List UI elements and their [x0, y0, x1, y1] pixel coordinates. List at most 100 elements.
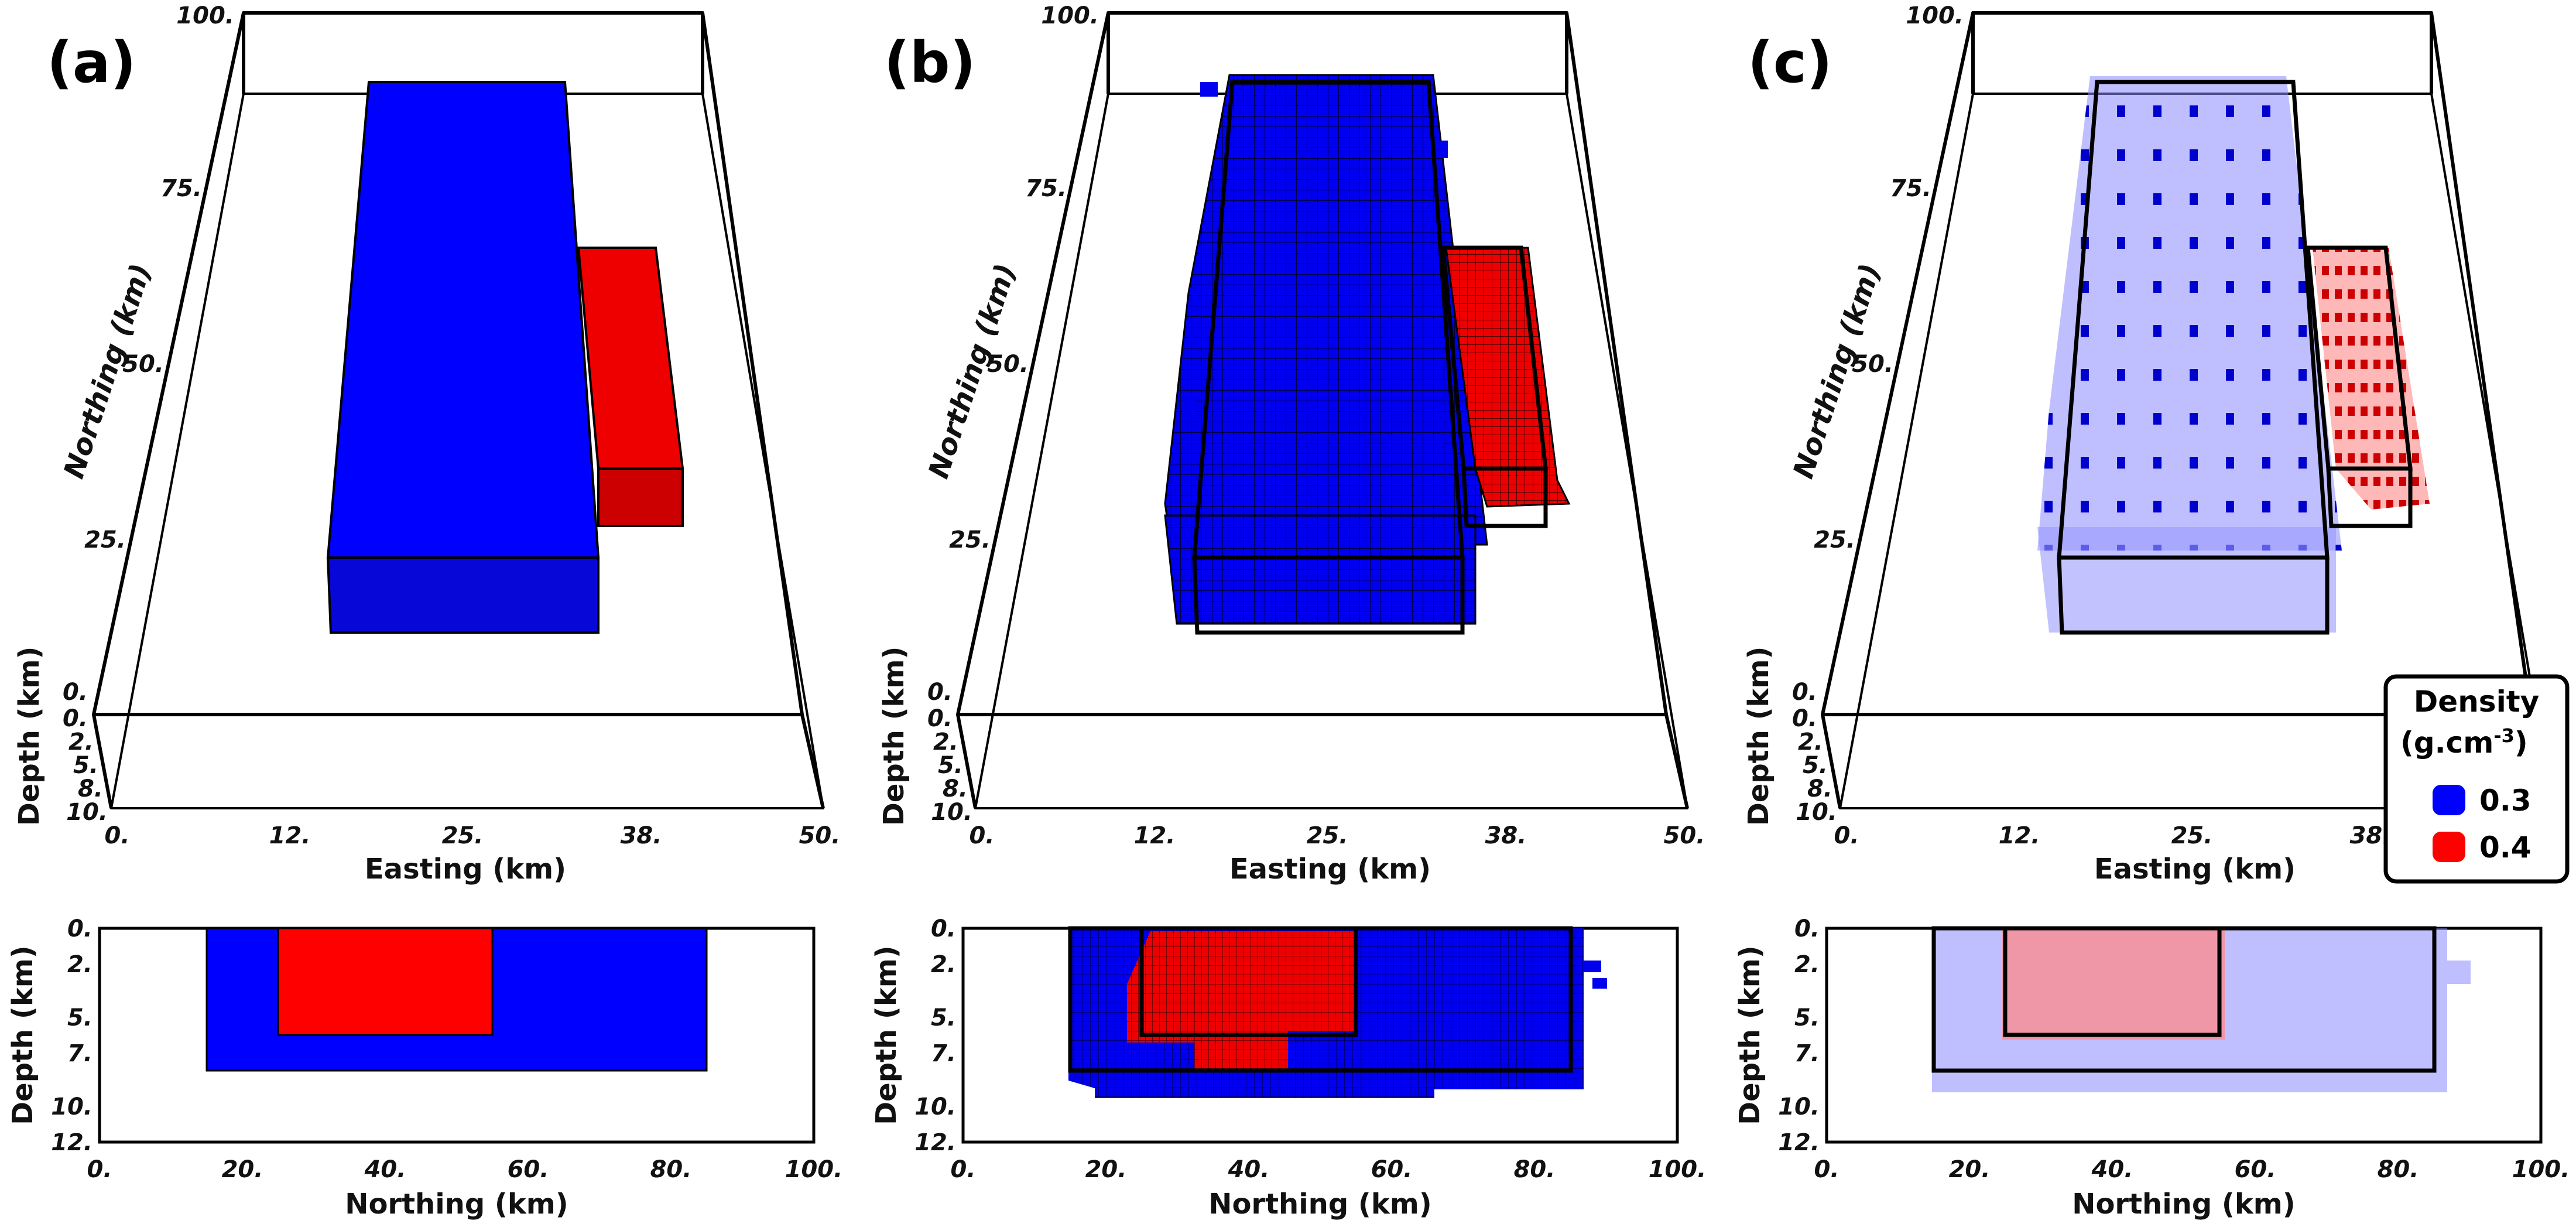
true-outline-density-0.4-c: [2003, 926, 2222, 1037]
true-body-outlines-c: [2057, 80, 2413, 635]
northing-tick: 50.: [987, 351, 1029, 378]
easting-tick: 12.: [269, 822, 311, 849]
section-northing-tick: 60.: [1371, 1156, 1413, 1183]
section-yaxis-label: Depth (km): [6, 945, 39, 1125]
northing-tick: 75.: [1890, 175, 1931, 202]
section-voxels-density-0.4-c: [2002, 928, 2225, 1040]
section-depth-tick: 5.: [931, 1004, 956, 1031]
northing-tick: 0.: [927, 679, 953, 706]
easting-tick: 12.: [1999, 822, 2040, 849]
northing-tick: 100.: [176, 2, 234, 29]
section-depth-tick: 5.: [1794, 1004, 1820, 1031]
section-depth-tick: 2.: [931, 951, 956, 978]
section-depth-tick: 0.: [67, 915, 93, 942]
section-depth-tick: 10.: [1778, 1093, 1820, 1120]
section-depth-tick: 5.: [67, 1004, 93, 1031]
northing-tick: 25.: [949, 527, 991, 553]
voxels-density-0.3-b: [1164, 74, 1488, 625]
section-depth-tick: 7.: [1794, 1040, 1820, 1067]
easting-tick: 25.: [2171, 822, 2213, 849]
northing-tick: 50.: [1852, 351, 1893, 378]
section-northing-tick: 80.: [650, 1156, 692, 1183]
section-northing-tick: 60.: [508, 1156, 549, 1183]
section-northing-tick: 20.: [1085, 1156, 1127, 1183]
block-density-0.3-a: [326, 81, 600, 634]
legend-swatch-0.3: [2433, 785, 2465, 815]
easting-tick: 25.: [442, 822, 484, 849]
panel-a: (a) 100. 75. 50. 25. 0. Northing (km) 0.…: [13, 2, 840, 886]
depth-tick: 5.: [938, 752, 963, 779]
easting-axis-label: Easting (km): [365, 853, 566, 886]
section-northing-tick: 100.: [785, 1156, 843, 1183]
panel-label-b: (b): [884, 30, 975, 95]
panel-b: (b): [878, 2, 1705, 886]
section-yaxis-label: Depth (km): [1734, 945, 1766, 1125]
section-depth-tick: 12.: [914, 1129, 956, 1156]
section-c: [1825, 926, 2543, 1144]
depth-tick: 2.: [68, 729, 94, 756]
section-northing-tick: 0.: [1814, 1156, 1839, 1183]
section-depth-tick: 0.: [931, 915, 956, 942]
legend-label-0.3: 0.3: [2479, 784, 2532, 818]
depth-tick: 0.: [63, 705, 88, 732]
depth-tick: 2.: [1798, 729, 1823, 756]
depth-tick: 10.: [66, 799, 108, 826]
panel-c: (c): [1742, 2, 2570, 886]
depth-axis-label: Depth (km): [878, 647, 910, 826]
section-depth-tick: 7.: [931, 1040, 956, 1067]
panel-label-a: (a): [47, 30, 136, 95]
section-northing-tick: 20.: [222, 1156, 263, 1183]
easting-tick: 0.: [1834, 822, 1859, 849]
easting-axis-label: Easting (km): [2094, 853, 2296, 886]
section-body-density-0.4-a: [277, 927, 494, 1036]
legend-units: (g.cm-3): [2400, 724, 2528, 760]
section-depth-tick: 2.: [1794, 951, 1820, 978]
voxels-density-0.4-c: [2313, 248, 2430, 510]
section-depth-tick: 2.: [67, 951, 93, 978]
section-northing-tick: 0.: [87, 1156, 112, 1183]
legend-title: Density: [2414, 685, 2539, 719]
depth-tick: 0.: [927, 705, 953, 732]
northing-tick: 75.: [160, 175, 202, 202]
section-depth-tick: 10.: [51, 1093, 93, 1120]
section-northing-tick: 20.: [1949, 1156, 1991, 1183]
section-depth-tick: 12.: [1778, 1129, 1820, 1156]
easting-tick: 38.: [621, 822, 662, 849]
section-xaxis-label: Northing (km): [2072, 1188, 2295, 1221]
easting-tick: 38.: [1485, 822, 1527, 849]
section-yaxis-label: Depth (km): [870, 945, 903, 1125]
depth-tick: 0.: [1792, 705, 1817, 732]
section-b: [961, 926, 1679, 1144]
section-northing-tick: 40.: [2091, 1156, 2133, 1183]
legend: Density (g.cm-3) 0.3 0.4: [2383, 674, 2570, 884]
depth-tick: 8.: [1807, 775, 1832, 802]
northing-tick: 75.: [1025, 175, 1067, 202]
section-northing-tick: 100.: [1649, 1156, 1707, 1183]
northing-tick: 25.: [1814, 527, 1855, 553]
section-depth-tick: 7.: [67, 1040, 93, 1067]
section-northing-tick: 60.: [2235, 1156, 2276, 1183]
northing-tick: 100.: [1041, 2, 1099, 29]
northing-tick: 25.: [84, 527, 126, 553]
northing-tick: 0.: [1792, 679, 1817, 706]
northing-tick: 100.: [1906, 2, 1964, 29]
section-a: [98, 927, 816, 1144]
depth-tick: 5.: [1803, 752, 1828, 779]
depth-axis-label: Depth (km): [1742, 647, 1775, 826]
easting-tick: 50.: [1664, 822, 1705, 849]
depth-tick: 10.: [1796, 799, 1837, 826]
depth-tick: 8.: [943, 775, 968, 802]
easting-tick: 0.: [104, 822, 129, 849]
section-depth-tick: 12.: [51, 1129, 93, 1156]
northing-tick: 50.: [122, 351, 164, 378]
depth-tick: 2.: [933, 729, 958, 756]
easting-tick: 0.: [969, 822, 994, 849]
legend-label-0.4: 0.4: [2479, 830, 2532, 864]
section-northing-tick: 40.: [364, 1156, 406, 1183]
section-northing-tick: 80.: [2378, 1156, 2419, 1183]
true-body-outlines-b: [1192, 80, 1548, 635]
section-axes: 0. 20. 40. 60. 80. 100. 0. 2. 5. 7. 10. 12. Northing…: [6, 915, 2570, 1221]
section-xaxis-label: Northing (km): [1208, 1188, 1431, 1221]
depth-tick: 5.: [73, 752, 98, 779]
